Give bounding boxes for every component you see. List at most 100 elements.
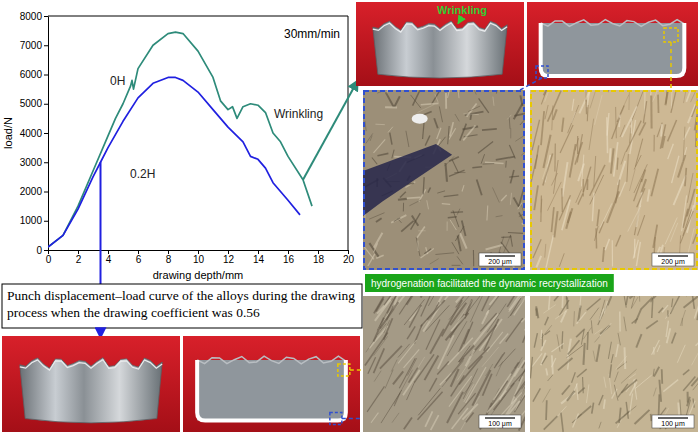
grain (614, 385, 618, 401)
grain (624, 317, 626, 332)
grain (534, 333, 537, 348)
grain (616, 344, 618, 357)
grain (404, 299, 424, 325)
grain (385, 370, 393, 389)
grain (687, 189, 695, 217)
grain (508, 232, 523, 234)
photo-label: Wrinkling (437, 4, 487, 16)
y-tick-mark (44, 133, 48, 134)
grain (447, 222, 448, 231)
annotation: Wrinkling (274, 107, 323, 121)
grain (445, 93, 447, 109)
grain (373, 243, 377, 252)
grain (576, 329, 585, 337)
x-tick: 16 (283, 250, 295, 265)
grain (630, 128, 631, 144)
x-tick: 4 (106, 250, 112, 265)
y-tick-mark (44, 16, 48, 17)
y-tick: 2000 (20, 186, 48, 197)
grain (481, 154, 484, 164)
grain (577, 406, 591, 418)
grain (590, 165, 605, 196)
grain (554, 143, 556, 171)
grain (586, 179, 588, 190)
grain (434, 118, 438, 128)
grain (482, 347, 499, 367)
grain (477, 179, 482, 195)
grain (548, 375, 553, 381)
cup-inner (197, 360, 346, 420)
grain (469, 114, 472, 120)
grain (437, 128, 441, 139)
grain (503, 236, 510, 254)
plot-frame (48, 16, 348, 17)
grain (677, 345, 685, 363)
grain (406, 131, 409, 147)
grain (626, 296, 629, 305)
grain (451, 315, 465, 331)
grain (425, 411, 432, 426)
grain (652, 298, 653, 318)
grain (547, 182, 561, 211)
grain (439, 106, 442, 122)
grain (523, 317, 525, 343)
grain (506, 318, 523, 342)
grain (421, 296, 428, 298)
grain (678, 155, 685, 178)
grain (652, 340, 660, 355)
detail-box (536, 66, 548, 78)
grain (473, 250, 474, 266)
x-tick-label: 8 (166, 254, 172, 265)
grain (573, 311, 575, 326)
grain (658, 308, 663, 313)
y-tick-label: 2000 (20, 186, 43, 197)
x-tick: 14 (253, 250, 265, 265)
grain (562, 118, 564, 132)
grain (545, 105, 548, 119)
y-tick-label: 8000 (20, 11, 43, 22)
grain (437, 191, 445, 193)
y-axis-title: load/N (2, 117, 14, 149)
grain (636, 242, 640, 266)
banner (365, 274, 614, 292)
grain (543, 153, 553, 185)
grain (508, 296, 525, 318)
grain (658, 394, 661, 415)
grain (614, 142, 618, 177)
grain (466, 350, 475, 367)
grain (384, 318, 393, 340)
grain (639, 296, 640, 302)
grain (478, 142, 493, 154)
grain (667, 328, 671, 343)
grain (541, 111, 544, 145)
grain (418, 388, 440, 415)
cup-rim (197, 356, 346, 364)
grain (583, 343, 584, 365)
detail-leader (670, 42, 672, 90)
grain (419, 189, 426, 201)
grain (576, 312, 585, 324)
grain (515, 377, 525, 411)
grain (380, 346, 402, 369)
grain (462, 127, 478, 130)
grain (452, 160, 458, 173)
grain (683, 370, 689, 375)
micrograph-background (363, 296, 525, 432)
grain (435, 253, 454, 255)
scale-bar-label: 100 μm (661, 420, 685, 428)
grain (462, 221, 466, 236)
grain (592, 193, 594, 222)
grain (568, 208, 573, 223)
grain (615, 107, 617, 138)
grain (423, 177, 425, 194)
y-tick-mark (44, 45, 48, 46)
grain (568, 105, 579, 133)
grain (641, 298, 652, 309)
x-tick-label: 0 (46, 254, 52, 265)
grain (486, 245, 503, 249)
grain (514, 198, 519, 207)
grain (514, 103, 523, 119)
grain (683, 127, 685, 161)
grain (663, 380, 678, 392)
grain (448, 126, 449, 144)
